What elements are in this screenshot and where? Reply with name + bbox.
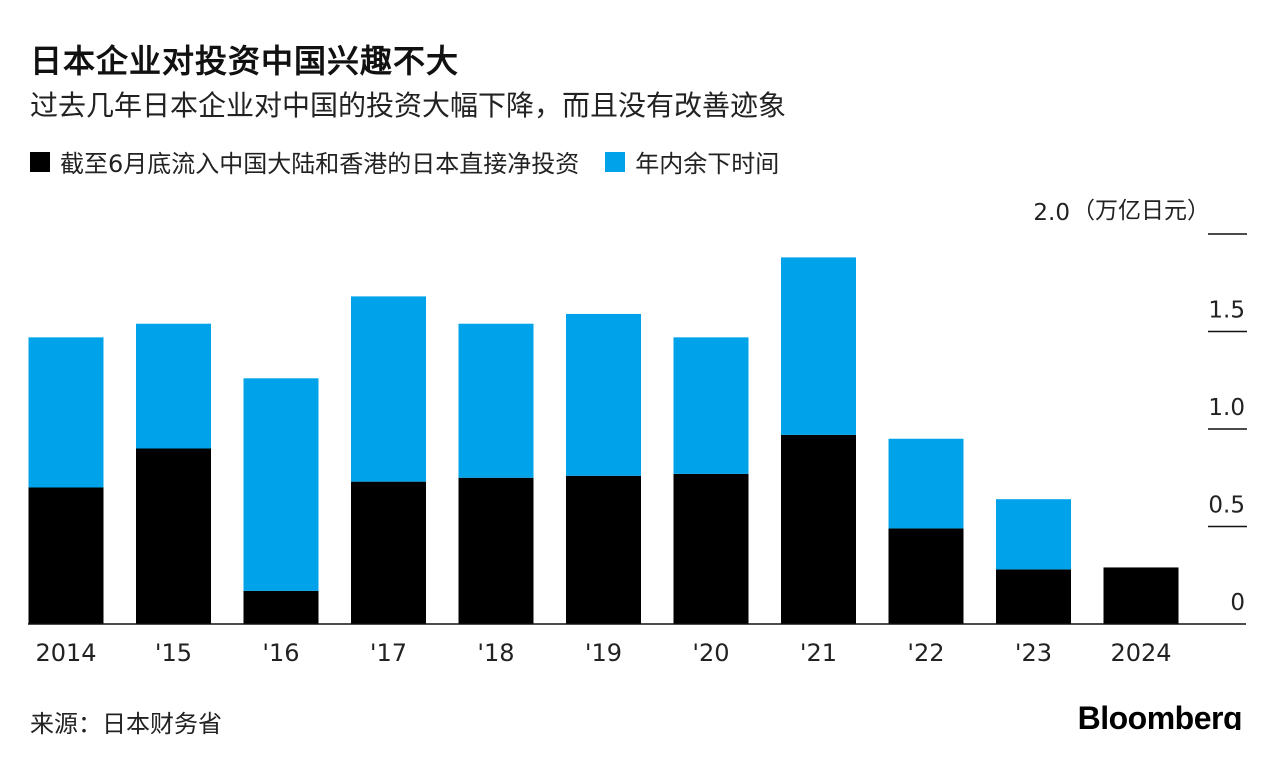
- bar-net-investment: [136, 448, 211, 624]
- bar-net-investment: [996, 569, 1071, 624]
- y-tick-label: 2.0: [1033, 200, 1070, 226]
- x-tick-label: '16: [262, 639, 299, 667]
- y-tick-label: 0: [1230, 590, 1245, 616]
- bar-remaining: [781, 257, 856, 435]
- x-tick-label: '22: [907, 639, 944, 667]
- y-unit-label: （万亿日元）: [1072, 198, 1210, 224]
- y-tick-label: 1.0: [1208, 395, 1245, 421]
- legend-label-net-investment: 截至6月底流入中国大陆和香港的日本直接净投资: [60, 150, 580, 178]
- bar-remaining: [888, 438, 964, 529]
- y-tick-label: 0.5: [1208, 493, 1245, 519]
- x-tick-label: '18: [477, 639, 514, 667]
- legend-swatch-blue: [605, 151, 626, 172]
- bloomberg-logo: Bloomberg: [1077, 700, 1242, 730]
- x-tick-label: 2014: [35, 639, 96, 667]
- bar-net-investment: [243, 590, 319, 624]
- bar-net-investment: [566, 475, 641, 624]
- x-tick-label: '23: [1015, 639, 1052, 667]
- x-tick-label: '17: [370, 639, 407, 667]
- bar-remaining: [28, 337, 104, 488]
- bar-net-investment: [781, 434, 856, 624]
- legend-swatch-black: [30, 151, 50, 172]
- x-tick-label: 2024: [1110, 639, 1171, 667]
- chart-title: 日本企业对投资中国兴趣不大: [30, 42, 460, 80]
- bar-remaining: [136, 323, 211, 449]
- x-tick-label: '21: [800, 639, 837, 667]
- x-tick-label: '20: [692, 639, 729, 667]
- bar-remaining: [243, 378, 319, 591]
- bar-net-investment: [888, 528, 964, 624]
- legend-label-remaining: 年内余下时间: [635, 150, 780, 178]
- bar-net-investment: [28, 487, 104, 624]
- bar-remaining: [566, 313, 641, 476]
- bar-net-investment: [1103, 567, 1179, 624]
- bar-remaining: [458, 323, 534, 478]
- legend: 截至6月底流入中国大陆和香港的日本直接净投资 年内余下时间: [30, 144, 805, 179]
- y-tick-label: 1.5: [1208, 298, 1245, 324]
- x-tick-label: '19: [585, 639, 622, 667]
- bar-remaining: [351, 296, 426, 482]
- legend-item-net-investment: 截至6月底流入中国大陆和香港的日本直接净投资: [30, 144, 579, 179]
- bar-net-investment: [351, 481, 426, 624]
- bar-net-investment: [458, 477, 534, 624]
- legend-item-remaining: 年内余下时间: [605, 144, 779, 179]
- bar-net-investment: [673, 473, 749, 624]
- x-tick-label: '15: [155, 639, 192, 667]
- chart-subtitle: 过去几年日本企业对中国的投资大幅下降，而且没有改善迹象: [30, 89, 787, 122]
- source-note: 来源：日本财务省: [30, 710, 222, 738]
- bar-remaining: [673, 337, 749, 474]
- bar-remaining: [996, 499, 1071, 570]
